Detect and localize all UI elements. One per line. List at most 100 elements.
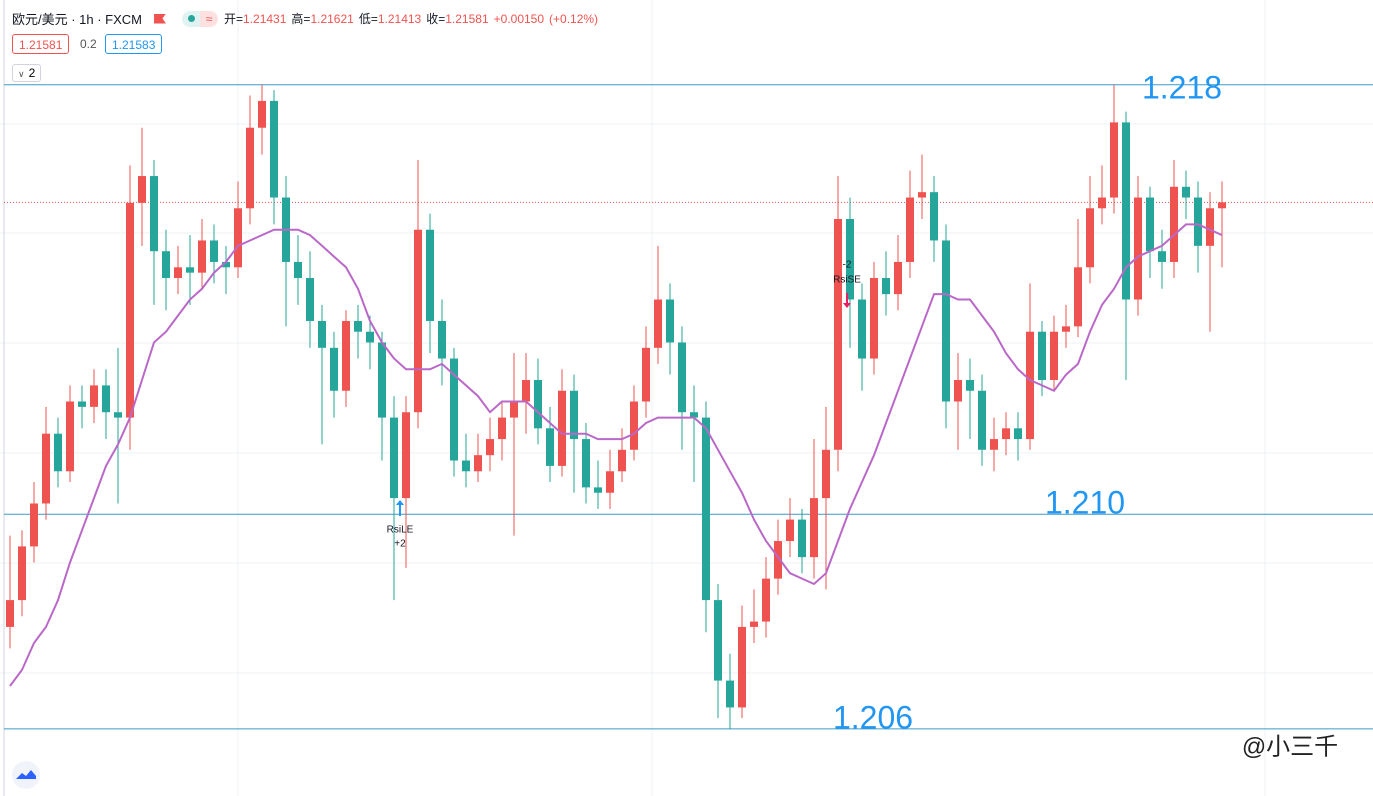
candle-body <box>618 449 626 472</box>
candle-body <box>678 342 686 413</box>
candle-body <box>234 208 242 268</box>
candle-body <box>594 487 602 493</box>
candle-body <box>486 439 494 456</box>
candle-body <box>906 197 914 262</box>
candle-body <box>786 519 794 542</box>
level-label: 1.206 <box>833 699 913 735</box>
candle-body <box>978 390 986 450</box>
ohlc-value: 1.21581 <box>445 12 489 26</box>
status[interactable]: ≈ <box>182 10 219 27</box>
change: +0.00150 <box>493 12 545 26</box>
candle-body <box>810 498 818 558</box>
candle-body <box>846 218 854 300</box>
candle-body <box>858 299 866 359</box>
candle-body <box>402 412 410 499</box>
candle-body <box>1146 197 1154 252</box>
candle-body <box>822 449 830 499</box>
candle-body <box>654 299 662 348</box>
candle-body <box>270 100 278 198</box>
candle-body <box>546 428 554 466</box>
indicator-toggle[interactable]: ∨ 2 <box>12 64 42 82</box>
candle-body <box>1122 122 1130 300</box>
candle-body <box>162 251 170 279</box>
candle-body <box>918 192 926 198</box>
candle-body <box>450 358 458 461</box>
candle-body <box>378 342 386 418</box>
candle-body <box>18 546 26 601</box>
candle-body <box>1110 122 1118 198</box>
candle-body <box>966 380 974 391</box>
candle-body <box>714 600 722 681</box>
ask-box[interactable]: 1.21583 <box>105 34 163 54</box>
candle-body <box>702 417 710 601</box>
candle-body <box>1050 331 1058 381</box>
candle-body <box>474 455 482 472</box>
candle-body <box>414 229 422 413</box>
candle-body <box>186 267 194 273</box>
candle-body <box>666 299 674 343</box>
candle-body <box>570 390 578 440</box>
watermark: @小三千 <box>1242 733 1338 760</box>
ohlc-value: 1.21621 <box>310 12 354 26</box>
candle-body <box>114 412 122 418</box>
candle-body <box>1158 251 1166 262</box>
candle-body <box>90 385 98 407</box>
candle-body <box>342 320 350 391</box>
candle-body <box>894 261 902 295</box>
candle-body <box>606 471 614 493</box>
level-label: 1.218 <box>1142 69 1222 105</box>
candle-body <box>1086 208 1094 268</box>
candle-body <box>258 100 266 128</box>
candle-body <box>522 380 530 402</box>
logo[interactable] <box>12 761 40 789</box>
candle-body <box>498 417 506 440</box>
signal-label: RsiSE <box>833 275 861 286</box>
candle-body <box>1026 331 1034 440</box>
candle-body <box>1170 186 1178 262</box>
change-pct: (+0.12%) <box>549 12 599 26</box>
logo-icon <box>16 770 36 779</box>
ohlc-label: 低= <box>358 12 378 26</box>
candle-body <box>174 267 182 279</box>
candle-body <box>510 401 518 418</box>
candle-body <box>78 401 86 407</box>
candle-body <box>738 626 746 708</box>
candle-body <box>870 278 878 359</box>
candle-body <box>246 127 254 209</box>
candle-body <box>126 202 134 418</box>
candle-body <box>942 240 950 402</box>
status-wave: ≈ <box>200 10 219 27</box>
candle-body <box>1002 428 1010 440</box>
candle-body <box>426 229 434 321</box>
ohlc-legend: 开=1.21431 高=1.21621 低=1.21413 收=1.21581 +0.0… <box>224 10 603 27</box>
signal-arrow-head <box>843 303 851 308</box>
candle-body <box>630 401 638 450</box>
candle-body <box>690 412 698 418</box>
signal-label: RsiLE <box>387 525 414 536</box>
bid-box[interactable]: 1.21581 <box>12 34 70 54</box>
level-label: 1.210 <box>1045 484 1125 520</box>
candle-body <box>1062 326 1070 332</box>
candle-body <box>390 417 398 499</box>
candle-body <box>330 347 338 391</box>
candle-body <box>42 433 50 504</box>
ohlc-label: 收= <box>426 12 446 26</box>
moving-average <box>9 223 1223 687</box>
candle-body <box>726 680 734 708</box>
candle-body <box>1134 197 1142 300</box>
plot: 1.218 1.210 1.206 RsiLE +2 RsiSE -2 <box>4 69 1373 735</box>
candle-body <box>306 278 314 321</box>
candle-body <box>366 331 374 343</box>
ohlc-label: 开= <box>224 12 244 26</box>
candle-body <box>762 578 770 622</box>
signal-qty: -2 <box>843 260 852 271</box>
flag[interactable] <box>154 13 167 24</box>
ohlc-value: 1.21431 <box>243 12 287 26</box>
candle-body <box>1194 197 1202 246</box>
candle-body <box>954 380 962 402</box>
candle-body <box>834 218 842 450</box>
candle-body <box>150 176 158 252</box>
